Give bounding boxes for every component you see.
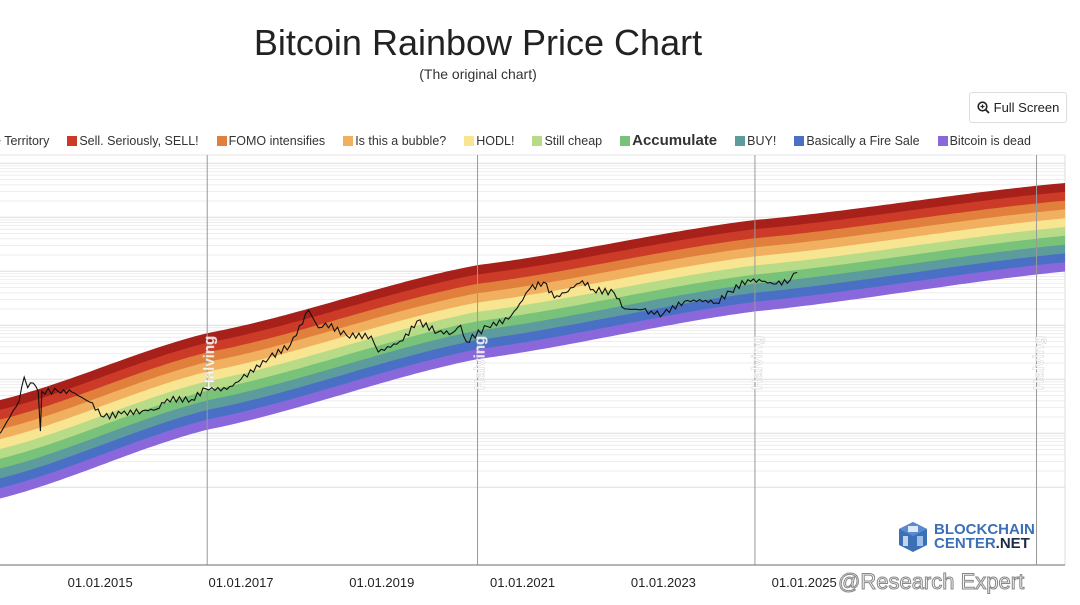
legend-swatch: [937, 135, 948, 146]
legend-swatch: [343, 135, 354, 146]
x-tick-label: 01.01.2025: [771, 575, 837, 590]
legend-label: FOMO intensifies: [228, 133, 326, 148]
x-tick-label: 01.01.2017: [208, 575, 274, 590]
legend-swatch: [532, 135, 543, 146]
legend-label: BUY!: [747, 133, 777, 148]
zoom-in-icon: [977, 101, 990, 114]
x-tick-label: 01.01.2015: [67, 575, 133, 590]
legend-label: e Territory: [0, 133, 50, 148]
halving-label: Halving: [1031, 336, 1048, 390]
legend-label: Basically a Fire Sale: [806, 133, 920, 148]
legend-swatch: [216, 135, 227, 146]
logo-line1: BLOCKCHAIN: [934, 521, 1035, 538]
legend-item[interactable]: FOMO intensifies: [216, 132, 326, 149]
logo-line2: CENTER: [934, 535, 996, 552]
x-tick-label: 01.01.2021: [490, 575, 556, 590]
legend-label: Is this a bubble?: [355, 133, 447, 148]
chart-legend: e Territory Sell. Seriously, SELL! FOMO in…: [0, 132, 1031, 149]
legend-swatch: [794, 135, 805, 146]
legend-item[interactable]: Still cheap: [532, 132, 602, 149]
legend-item[interactable]: HODL!: [464, 132, 514, 149]
full-screen-button[interactable]: Full Screen: [969, 92, 1067, 123]
legend-label: Sell. Seriously, SELL!: [79, 133, 199, 148]
legend-swatch: [464, 135, 475, 146]
legend-label: HODL!: [476, 133, 515, 148]
halving-label: Halving: [201, 336, 218, 390]
legend-item[interactable]: Sell. Seriously, SELL!: [67, 132, 199, 149]
blockchaincenter-logo: BLOCKCHAIN CENTER.NET: [896, 520, 1035, 554]
legend-swatch: [620, 135, 631, 146]
legend-item[interactable]: Bitcoin is dead: [937, 132, 1031, 149]
logo-line2b: .NET: [995, 535, 1030, 552]
legend-label: Accumulate: [632, 132, 718, 149]
full-screen-label: Full Screen: [993, 100, 1060, 115]
page-title: Bitcoin Rainbow Price Chart: [253, 22, 703, 63]
page-subtitle: (The original chart): [419, 66, 537, 82]
legend-item[interactable]: Accumulate: [620, 132, 717, 149]
price-line: [0, 271, 798, 434]
legend-item[interactable]: e Territory: [0, 132, 49, 149]
legend-swatch: [735, 135, 746, 146]
legend-label: Bitcoin is dead: [949, 133, 1031, 148]
x-tick-label: 01.01.2023: [630, 575, 696, 590]
legend-item[interactable]: Is this a bubble?: [343, 132, 446, 149]
halving-label: Halving: [472, 336, 489, 390]
logo-cube-icon: [899, 522, 927, 552]
watermark: @Research Expert: [837, 569, 1025, 595]
legend-swatch: [67, 135, 78, 146]
x-tick-label: 01.01.2019: [349, 575, 415, 590]
halving-label: Halving: [749, 336, 766, 390]
legend-item[interactable]: Basically a Fire Sale: [794, 132, 920, 149]
legend-label: Still cheap: [544, 133, 603, 148]
legend-item[interactable]: BUY!: [735, 132, 776, 149]
